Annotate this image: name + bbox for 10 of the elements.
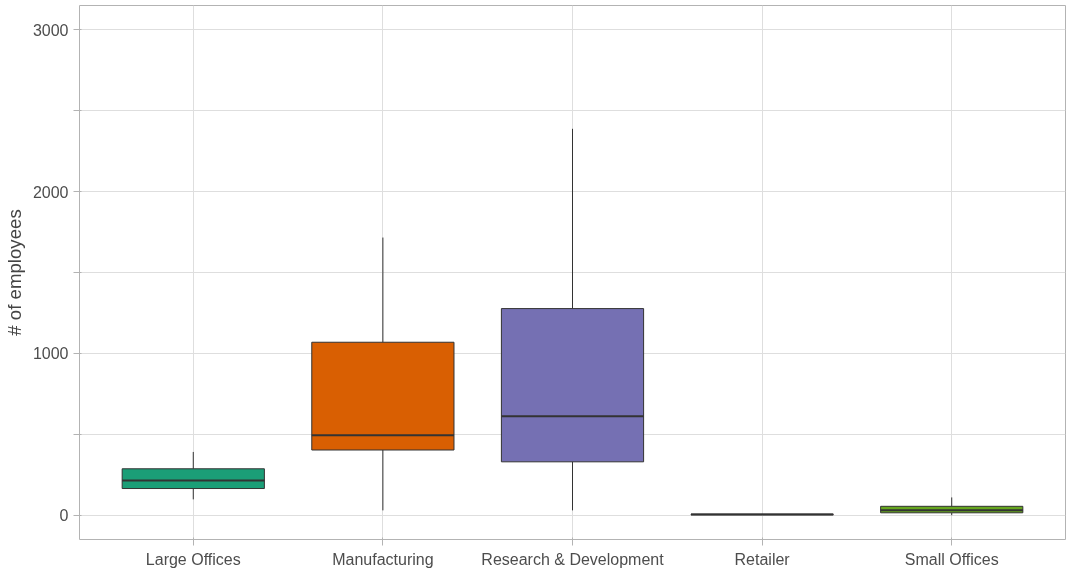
y-tick-label: 3000 (32, 21, 69, 39)
y-tick-label: 0 (59, 507, 69, 525)
x-tick-label: Retailer (734, 550, 791, 568)
x-tick-label: Manufacturing (332, 550, 434, 568)
y-tick-label: 1000 (32, 345, 69, 363)
x-tick-label: Large Offices (145, 550, 241, 568)
y-tick-label: 2000 (32, 183, 69, 201)
y-axis-title: # of employees (3, 209, 25, 336)
x-tick-label: Small Offices (904, 550, 999, 568)
x-tick-label: Research & Development (481, 550, 665, 568)
